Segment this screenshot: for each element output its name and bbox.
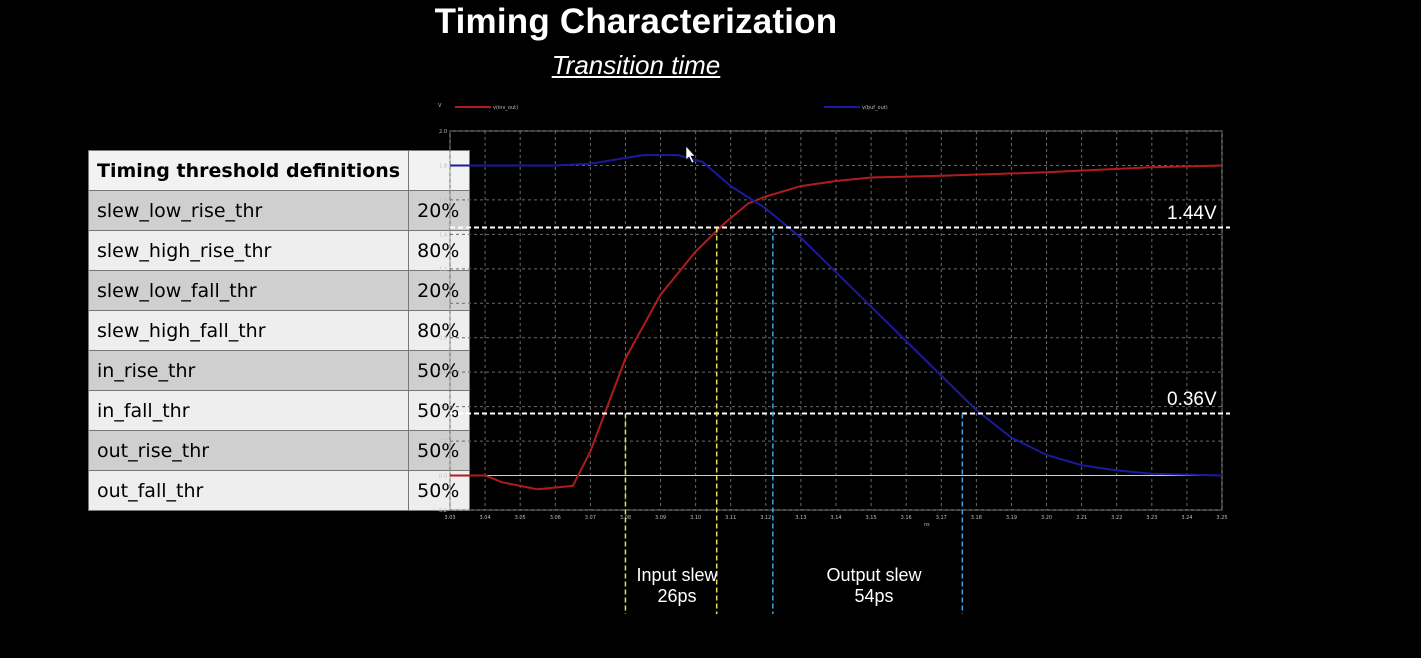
x-tick-label: 3.04 (480, 515, 491, 521)
threshold-name: out_fall_thr (87, 470, 410, 511)
table-row: slew_low_rise_thr 20% (87, 190, 471, 231)
threshold-name: slew_high_fall_thr (87, 310, 410, 351)
legend-label: v(inv_out) (493, 105, 518, 111)
x-tick-label: 3.24 (1181, 515, 1192, 521)
legend-label: v(buf_out) (862, 105, 888, 111)
table-heading-blank (408, 150, 471, 191)
x-tick-label: 3.10 (690, 515, 701, 521)
y-tick-label: 2.0 (439, 129, 447, 135)
y-tick-label: 0.0 (439, 474, 447, 480)
table-row: out_fall_thr 50% (87, 470, 471, 511)
x-tick-label: 3.20 (1041, 515, 1052, 521)
table-row: slew_high_rise_thr 80% (87, 230, 471, 271)
page-title: Timing Characterization (434, 2, 838, 41)
x-tick-label: 3.25 (1216, 515, 1227, 521)
output-slew-annotation: Output slew 54ps (800, 565, 948, 607)
table-row: in_rise_thr 50% (87, 350, 471, 391)
series-line (450, 164, 1223, 491)
x-tick-label: 3.11 (725, 515, 736, 521)
y-tick-label: 0.6 (439, 370, 447, 376)
y-tick-label: 1.2 (439, 267, 447, 273)
table-heading: Timing threshold definitions (87, 150, 410, 191)
x-tick-label: 3.17 (936, 515, 947, 521)
x-tick-label: 3.03 (444, 515, 455, 521)
series-line (450, 154, 1223, 477)
table-row: in_fall_thr 50% (87, 390, 471, 431)
x-tick-label: 3.14 (830, 515, 841, 521)
page-subtitle: Transition time (551, 50, 721, 80)
output-slew-label: Output slew (826, 565, 922, 585)
threshold-table: Timing threshold definitions slew_low_ri… (87, 150, 471, 511)
x-tick-label: 3.06 (550, 515, 561, 521)
high-threshold-label: 1.44V (1167, 203, 1217, 224)
x-tick-label: 3.09 (655, 515, 666, 521)
threshold-value: 20% (408, 270, 471, 311)
x-tick-label: 3.22 (1111, 515, 1122, 521)
threshold-value: 50% (408, 430, 471, 471)
input-slew-value: 26ps (657, 586, 697, 606)
x-tick-label: 3.13 (795, 515, 806, 521)
threshold-name: slew_low_rise_thr (87, 190, 410, 231)
x-tick-label: 3.07 (585, 515, 596, 521)
y-tick-label: 0.4 (439, 405, 447, 411)
x-axis-label: ns (924, 522, 930, 528)
y-tick-label: 1.8 (439, 163, 447, 169)
threshold-value: 50% (408, 350, 471, 391)
y-tick-label: 0.2 (439, 439, 447, 445)
y-tick-label: 1.0 (439, 301, 447, 307)
table-row: slew_low_fall_thr 20% (87, 270, 471, 311)
threshold-name: out_rise_thr (87, 430, 410, 471)
x-tick-label: 3.16 (901, 515, 912, 521)
y-tick-label: 0.8 (439, 336, 447, 342)
table-row: slew_high_fall_thr 80% (87, 310, 471, 351)
threshold-value: 80% (408, 230, 471, 271)
y-axis-label: V (438, 103, 442, 109)
threshold-value: 50% (408, 390, 471, 431)
table-header-row: Timing threshold definitions (87, 150, 471, 191)
threshold-value: 50% (408, 470, 471, 511)
threshold-name: slew_low_fall_thr (87, 270, 410, 311)
mouse-cursor-icon (685, 145, 696, 164)
x-tick-label: 3.05 (515, 515, 526, 521)
low-threshold-label: 0.36V (1167, 389, 1217, 410)
x-tick-label: 3.21 (1076, 515, 1087, 521)
threshold-value: 80% (408, 310, 471, 351)
table-row: out_rise_thr 50% (87, 430, 471, 471)
input-slew-label: Input slew (636, 565, 718, 585)
threshold-name: in_fall_thr (87, 390, 410, 431)
y-tick-label: 1.4 (439, 232, 447, 238)
threshold-value: 20% (408, 190, 471, 231)
threshold-name: in_rise_thr (87, 350, 410, 391)
x-tick-label: 3.23 (1146, 515, 1157, 521)
output-slew-value: 54ps (854, 586, 894, 606)
x-tick-label: 3.12 (760, 515, 771, 521)
y-tick-label: 1.6 (439, 198, 447, 204)
x-tick-label: 3.15 (866, 515, 877, 521)
x-tick-label: 3.18 (971, 515, 982, 521)
threshold-name: slew_high_rise_thr (87, 230, 410, 271)
x-tick-label: 3.19 (1006, 515, 1017, 521)
input-slew-annotation: Input slew 26ps (630, 565, 724, 607)
y-tick-label: -0.2 (437, 508, 447, 514)
